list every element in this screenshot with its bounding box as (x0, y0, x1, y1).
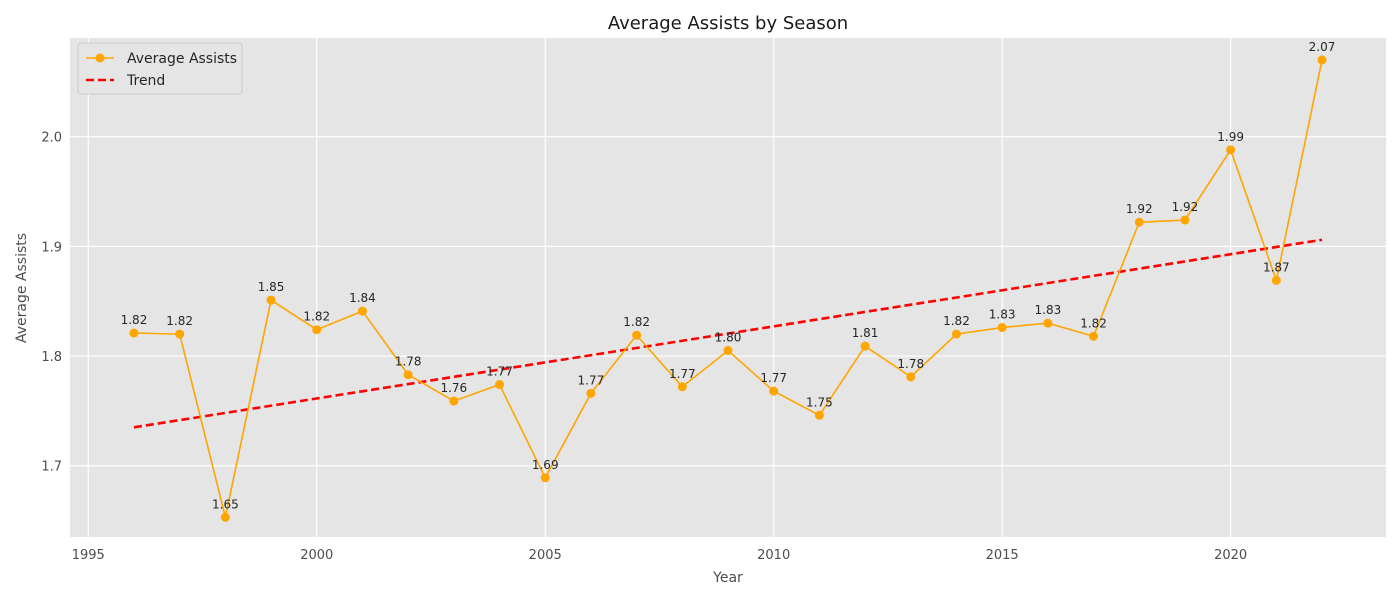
data-point-2008 (677, 382, 687, 392)
grid-lines (70, 38, 1386, 537)
data-label-2011: 1.75 (806, 395, 833, 409)
legend-marker-average-assists (95, 53, 105, 63)
x-axis-label: Year (712, 570, 743, 586)
trend-series (133, 238, 1323, 429)
data-label-2006: 1.77 (578, 373, 605, 387)
data-point-2004 (495, 380, 505, 390)
data-label-1997: 1.82 (166, 314, 193, 328)
data-point-2022 (1317, 55, 1327, 65)
x-tick-label-2015: 2015 (986, 548, 1019, 563)
data-point-2007 (632, 330, 642, 340)
x-tick-label-2000: 2000 (300, 548, 333, 563)
data-label-2013: 1.78 (897, 357, 924, 371)
y-tick-label-2: 1.9 (41, 240, 62, 255)
data-label-2020: 1.99 (1217, 130, 1244, 144)
data-label-2005: 1.69 (532, 458, 559, 472)
axis-ticks: 1995 2000 2005 2010 2015 2020 1.7 1.8 1.9 2.0 (41, 131, 1247, 563)
data-label-2009: 1.80 (715, 331, 742, 345)
average-assists-series (129, 55, 1327, 522)
plot-area (70, 38, 1386, 537)
data-label-2000: 1.82 (303, 310, 330, 324)
data-label-1998: 1.65 (212, 497, 239, 511)
x-tick-label-2010: 2010 (757, 548, 790, 563)
data-point-1999 (266, 295, 276, 305)
x-tick-label-2020: 2020 (1214, 548, 1247, 563)
y-tick-label-0: 1.7 (41, 460, 62, 475)
data-point-2018 (1134, 217, 1144, 227)
x-tick-label-1995: 1995 (72, 548, 105, 563)
y-tick-label-1: 1.8 (41, 350, 62, 365)
data-point-2016 (1043, 318, 1053, 328)
data-point-1996 (129, 328, 139, 338)
y-tick-label-3: 2.0 (41, 131, 62, 146)
data-label-2015: 1.83 (989, 308, 1016, 322)
legend-box (77, 42, 243, 95)
data-point-2003 (449, 396, 459, 406)
data-point-2014 (951, 329, 961, 339)
x-tick-label-2005: 2005 (529, 548, 562, 563)
data-point-2000 (312, 325, 322, 335)
data-label-2007: 1.82 (623, 315, 650, 329)
data-point-2021 (1271, 275, 1281, 285)
y-axis-label: Average Assists (14, 233, 30, 343)
legend: Average Assists Trend (77, 42, 243, 95)
data-point-2017 (1089, 331, 1099, 341)
data-label-2018: 1.92 (1126, 202, 1153, 216)
data-point-2006 (586, 388, 596, 398)
data-label-1996: 1.82 (121, 313, 148, 327)
data-label-2003: 1.76 (440, 381, 467, 395)
trend-line (133, 238, 1323, 429)
data-point-2015 (997, 323, 1007, 333)
data-point-2013 (906, 372, 916, 382)
data-label-2010: 1.77 (760, 371, 787, 385)
data-label-2017: 1.82 (1080, 316, 1107, 330)
data-point-2001 (357, 306, 367, 316)
data-point-2002 (403, 370, 413, 380)
data-point-2011 (814, 410, 824, 420)
data-label-2019: 1.92 (1172, 200, 1199, 214)
data-label-2002: 1.78 (395, 355, 422, 369)
legend-label-average-assists: Average Assists (127, 51, 237, 67)
data-label-1999: 1.85 (258, 280, 285, 294)
data-point-1997 (175, 329, 185, 339)
data-point-2012 (860, 341, 870, 351)
data-label-2022: 2.07 (1309, 40, 1336, 54)
legend-label-trend: Trend (126, 73, 165, 89)
data-point-2019 (1180, 215, 1190, 225)
data-label-2004: 1.77 (486, 365, 513, 379)
data-label-2012: 1.81 (852, 326, 879, 340)
data-labels: 1.82 1.82 1.65 1.85 1.82 1.84 1.78 1.76 1.77 1.69… (121, 40, 1336, 511)
data-point-1998 (220, 512, 230, 522)
data-point-2005 (540, 473, 550, 483)
chart-title: Average Assists by Season (608, 13, 848, 34)
data-point-2010 (769, 386, 779, 396)
data-label-2001: 1.84 (349, 291, 376, 305)
data-point-2009 (723, 346, 733, 356)
data-label-2008: 1.77 (669, 367, 696, 381)
data-label-2021: 1.87 (1263, 260, 1290, 274)
data-point-2020 (1226, 145, 1236, 155)
data-label-2014: 1.82 (943, 314, 970, 328)
data-label-2016: 1.83 (1035, 303, 1062, 317)
